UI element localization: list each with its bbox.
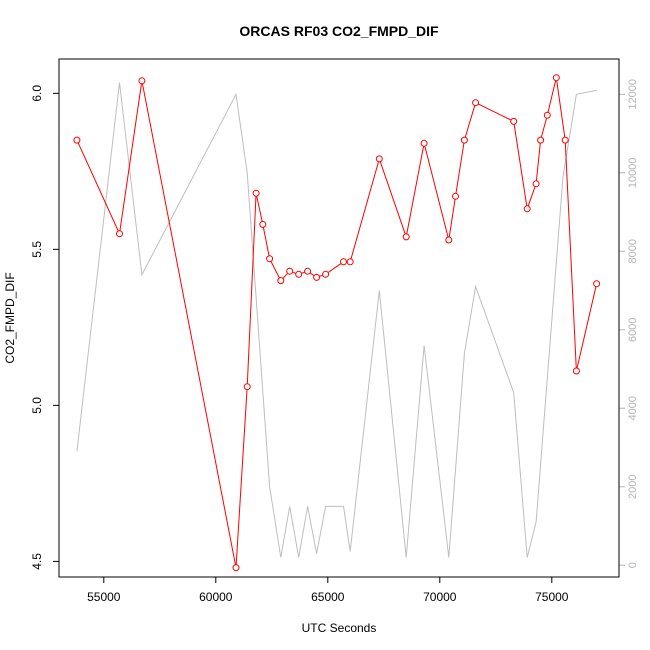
primary-data-point (532, 180, 540, 188)
primary-data-point (420, 139, 428, 147)
x-tick-label: 60000 (199, 590, 233, 604)
y-tick-label: 5.5 (30, 241, 44, 258)
secondary-series-line (76, 82, 597, 558)
y2-tick-label: 4000 (627, 396, 639, 420)
y2-tick-label: 10000 (627, 158, 639, 189)
primary-data-point (277, 277, 285, 285)
primary-data-point (402, 233, 410, 241)
primary-data-point (460, 136, 468, 144)
primary-data-point (452, 192, 459, 200)
y2-tick-label: 6000 (627, 318, 639, 342)
primary-data-point (572, 367, 580, 375)
x-tick-label: 70000 (423, 590, 457, 604)
primary-data-point (295, 270, 303, 278)
primary-series-layer (73, 74, 601, 572)
y-tick-label: 4.5 (30, 553, 44, 570)
chart-title: ORCAS RF03 CO2_FMPD_DIF (239, 23, 439, 39)
x-tick-label: 75000 (535, 590, 569, 604)
primary-data-point (73, 136, 81, 144)
x-tick-label: 65000 (311, 590, 345, 604)
primary-data-point (138, 77, 146, 85)
x-axis-label: UTC Seconds (302, 621, 377, 635)
primary-data-point (510, 117, 518, 125)
primary-data-point (537, 136, 545, 144)
primary-data-point (543, 111, 551, 119)
primary-data-point (552, 74, 560, 82)
secondary-series-layer (76, 82, 597, 558)
plot-frame (58, 58, 620, 578)
primary-data-point (259, 220, 267, 228)
primary-data-point (232, 564, 240, 572)
primary-data-point (445, 236, 453, 244)
primary-data-point (266, 255, 274, 263)
y2-tick-label: 2000 (627, 475, 639, 499)
primary-data-point (243, 383, 251, 391)
primary-data-point (593, 280, 601, 288)
primary-data-point (523, 205, 531, 213)
y2-tick-label: 0 (627, 562, 639, 568)
x-tick-label: 55000 (87, 590, 121, 604)
primary-data-point (252, 189, 260, 197)
primary-data-point (322, 270, 330, 278)
y2-tick-label: 12000 (627, 79, 639, 110)
y-axis-label: CO2_FMPD_DIF (3, 272, 17, 363)
y-tick-label: 5.0 (30, 397, 44, 414)
primary-data-point (116, 230, 123, 238)
primary-data-point (340, 258, 347, 266)
primary-data-point (304, 267, 312, 275)
primary-data-point (346, 258, 354, 266)
y-tick-label: 6.0 (30, 85, 44, 102)
primary-data-point (375, 155, 383, 163)
primary-data-point (561, 136, 569, 144)
primary-data-point (286, 267, 294, 275)
primary-data-point (313, 273, 321, 281)
primary-data-point (472, 99, 480, 107)
y2-tick-label: 8000 (627, 239, 639, 263)
primary-series-line (76, 77, 598, 568)
